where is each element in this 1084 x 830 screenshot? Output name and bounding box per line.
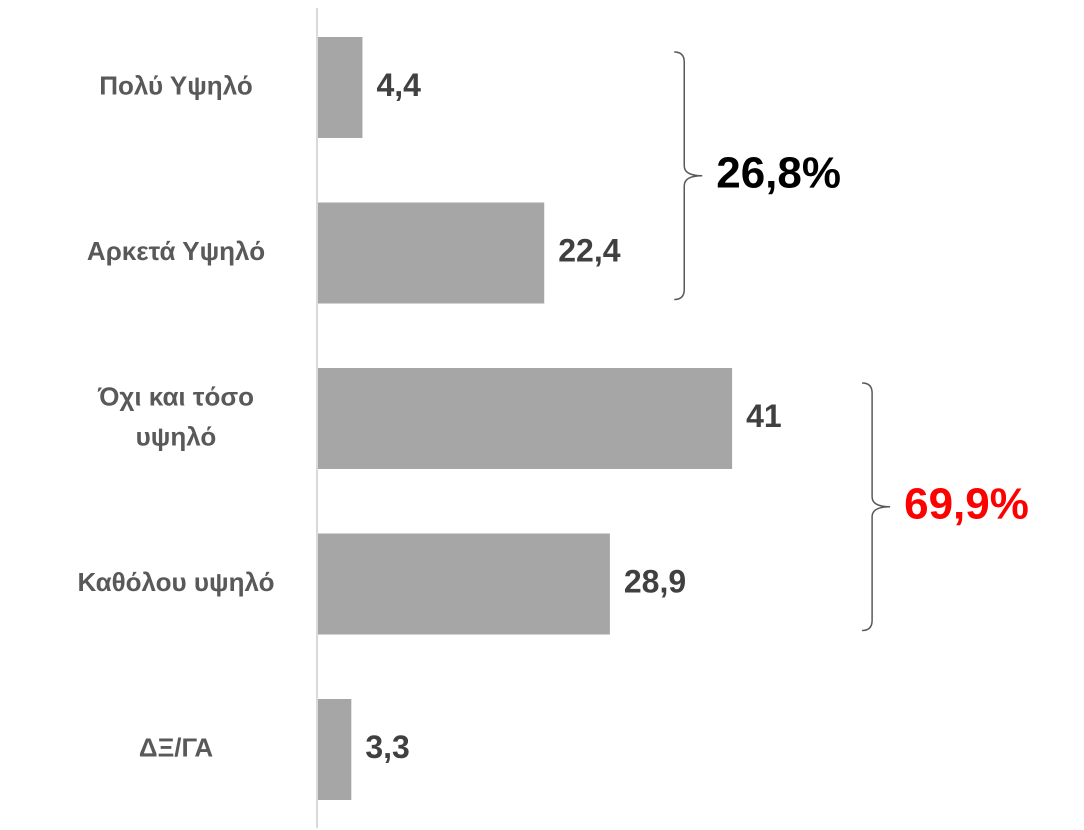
value-label: 3,3 bbox=[365, 729, 409, 765]
category-label-line: ΔΞ/ΓΑ bbox=[139, 732, 213, 762]
category-label-line: υψηλό bbox=[136, 421, 217, 451]
category-label: Καθόλου υψηλό bbox=[77, 567, 274, 597]
bar bbox=[318, 699, 352, 800]
category-label-line: Αρκετά Υψηλό bbox=[87, 236, 265, 266]
bar bbox=[318, 368, 733, 469]
category-label-line: Όχι και τόσο bbox=[97, 381, 254, 411]
category-label: Όχι και τόσο υψηλό bbox=[97, 381, 254, 451]
group-bracket bbox=[674, 51, 703, 301]
value-label: 4,4 bbox=[376, 67, 421, 103]
group-total-label: 26,8% bbox=[716, 148, 841, 197]
category-label-line: Πολύ Υψηλό bbox=[99, 70, 252, 100]
group-bracket bbox=[862, 382, 891, 632]
bar bbox=[318, 37, 363, 138]
bar bbox=[318, 533, 610, 635]
category-label: ΔΞ/ΓΑ bbox=[139, 732, 213, 762]
category-label: Αρκετά Υψηλό bbox=[87, 236, 265, 266]
value-label: 22,4 bbox=[558, 232, 620, 268]
category-label: Πολύ Υψηλό bbox=[99, 70, 252, 100]
group-total-label: 69,9% bbox=[904, 479, 1029, 528]
category-label-line: Καθόλου υψηλό bbox=[77, 567, 274, 597]
bar bbox=[318, 202, 545, 304]
value-label: 41 bbox=[746, 398, 782, 434]
value-label: 28,9 bbox=[624, 563, 686, 599]
